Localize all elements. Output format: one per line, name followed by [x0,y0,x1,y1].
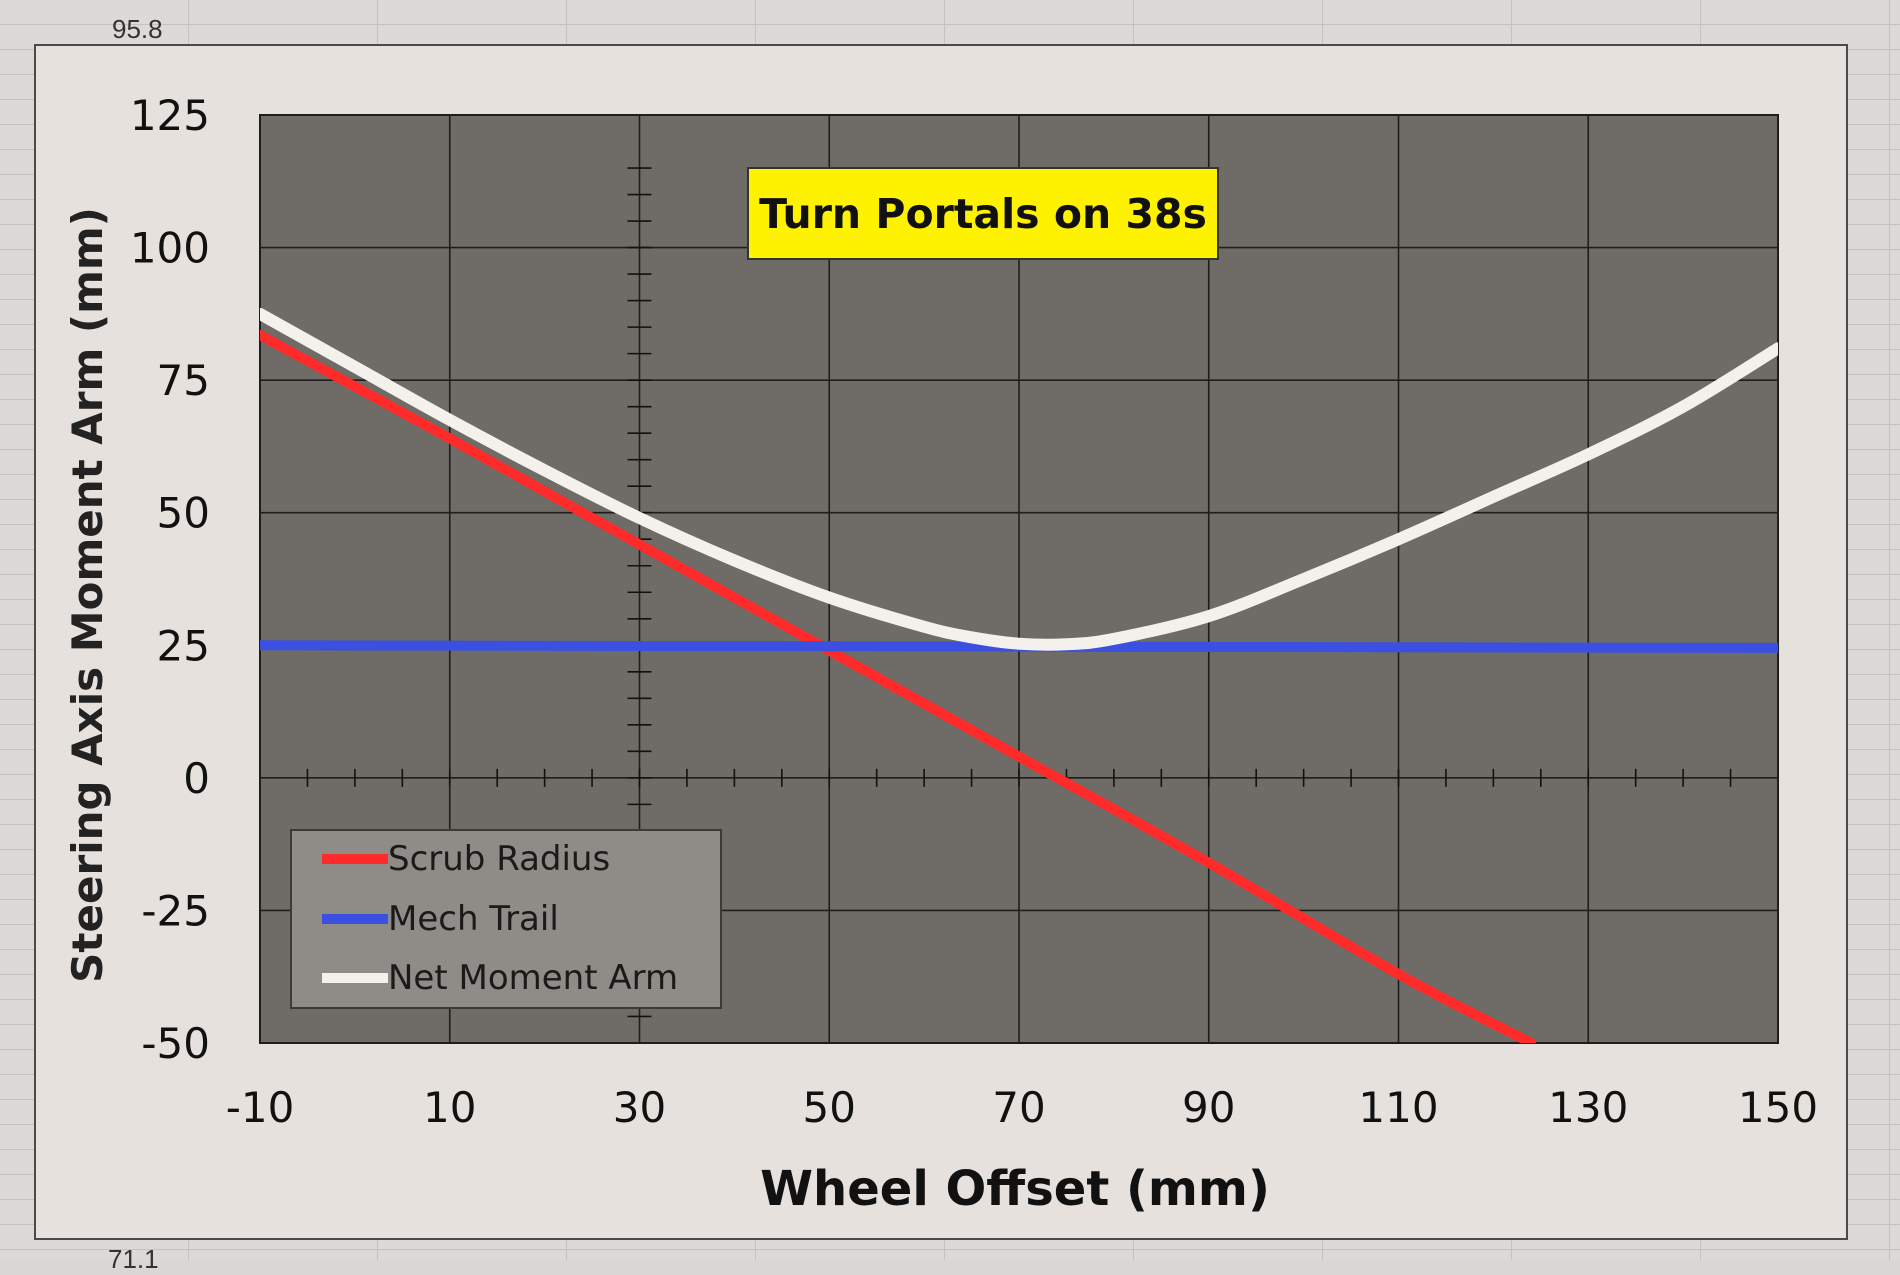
y-tick-label: -50 [141,1019,210,1068]
legend-label-scrub-radius: Scrub Radius [388,839,610,879]
x-tick-label: 30 [613,1083,666,1132]
chart-title: Turn Portals on 38s [759,190,1207,238]
y-axis-label: Steering Axis Moment Arm (mm) [63,207,112,983]
x-tick-label: 110 [1358,1083,1438,1132]
x-tick-label: 10 [423,1083,476,1132]
x-axis-label: Wheel Offset (mm) [760,1161,1270,1217]
x-tick-label: 50 [803,1083,856,1132]
x-tick-label: 90 [1182,1083,1235,1132]
x-axis-tick-labels: -10 10 30 50 70 90 110 130 150 [226,1083,1818,1132]
series-lines [260,307,1778,1043]
chart-title-box: Turn Portals on 38s [747,167,1219,260]
cell-value-top: 95.8 [112,14,163,44]
series-line-scrub-radius [260,330,1537,1043]
y-tick-label: 25 [157,621,210,670]
y-tick-label: -25 [141,886,210,935]
legend-label-mech-trail: Mech Trail [388,899,559,939]
y-tick-label: 0 [183,754,210,803]
x-tick-label: 150 [1738,1083,1818,1132]
series-line-net-moment-arm [260,307,1778,651]
y-tick-label: 50 [157,489,210,538]
legend: Scrub Radius Mech Trail Net Moment Arm [290,829,722,1009]
gridlines [260,115,1778,1043]
x-tick-label: -10 [226,1083,295,1132]
x-tick-label: 70 [992,1083,1045,1132]
y-tick-label: 100 [130,224,210,273]
y-tick-label: 75 [157,356,210,405]
chart-title-background [747,167,1219,260]
y-tick-label: 125 [130,91,210,140]
legend-label-net-moment-arm: Net Moment Arm [388,958,678,998]
x-tick-label: 130 [1548,1083,1628,1132]
y-axis-tick-labels: 125 100 75 50 25 0 -25 -50 [130,91,210,1068]
